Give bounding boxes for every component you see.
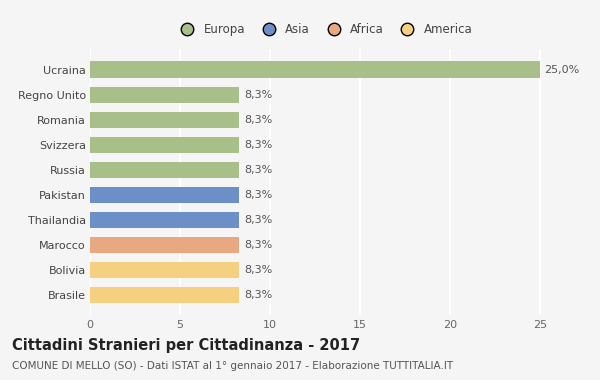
Bar <box>90 112 239 128</box>
Text: 8,3%: 8,3% <box>244 115 272 125</box>
Text: Cittadini Stranieri per Cittadinanza - 2017: Cittadini Stranieri per Cittadinanza - 2… <box>12 338 360 353</box>
Text: 8,3%: 8,3% <box>244 240 272 250</box>
Bar <box>90 237 239 253</box>
Bar <box>90 137 239 153</box>
Text: 25,0%: 25,0% <box>545 65 580 74</box>
Text: 8,3%: 8,3% <box>244 290 272 300</box>
Bar <box>90 187 239 203</box>
Bar <box>90 287 239 303</box>
Text: 8,3%: 8,3% <box>244 265 272 275</box>
Text: 8,3%: 8,3% <box>244 140 272 150</box>
Bar <box>90 162 239 178</box>
Bar <box>90 87 239 103</box>
Text: 8,3%: 8,3% <box>244 215 272 225</box>
Bar <box>90 212 239 228</box>
Text: 8,3%: 8,3% <box>244 90 272 100</box>
Text: 8,3%: 8,3% <box>244 190 272 200</box>
Text: COMUNE DI MELLO (SO) - Dati ISTAT al 1° gennaio 2017 - Elaborazione TUTTITALIA.I: COMUNE DI MELLO (SO) - Dati ISTAT al 1° … <box>12 361 453 371</box>
Bar <box>90 62 540 78</box>
Legend: Europa, Asia, Africa, America: Europa, Asia, Africa, America <box>173 21 475 38</box>
Bar <box>90 262 239 278</box>
Text: 8,3%: 8,3% <box>244 165 272 175</box>
